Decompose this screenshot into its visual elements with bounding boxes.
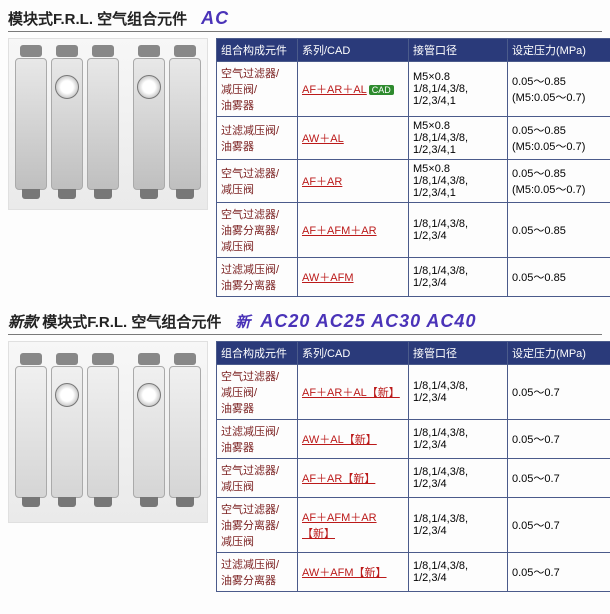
col-component: 组合构成元件 bbox=[217, 39, 298, 62]
table-header-row: 组合构成元件 系列/CAD 接管口径 设定压力(MPa) bbox=[217, 342, 610, 365]
series-link[interactable]: AF＋AR【新】 bbox=[302, 473, 375, 485]
table-row: 空气过滤器/油雾分离器/减压阀 AF＋AFM＋AR 1/8,1/4,3/8,1/2,… bbox=[217, 203, 610, 258]
cell-series: AF＋AR＋AL【新】 bbox=[298, 365, 409, 420]
series-link[interactable]: AW＋AL【新】 bbox=[302, 434, 377, 446]
table-row: 过滤减压阀/油雾器 AW＋AL M5×0.81/8,1/4,3/8,1/2,3/4,… bbox=[217, 117, 610, 160]
series-link[interactable]: AF＋AFM＋AR bbox=[302, 225, 377, 237]
section2-body: 组合构成元件 系列/CAD 接管口径 设定压力(MPa) 空气过滤器/减压阀/油… bbox=[8, 341, 602, 592]
cell-series: AW＋AL【新】 bbox=[298, 420, 409, 459]
col-series: 系列/CAD bbox=[298, 342, 409, 365]
cell-series: AF＋AR【新】 bbox=[298, 459, 409, 498]
section2-title-codes: AC20 AC25 AC30 AC40 bbox=[260, 311, 476, 332]
series-link[interactable]: AF＋AR＋AL【新】 bbox=[302, 387, 400, 399]
cell-port: 1/8,1/4,3/8,1/2,3/4 bbox=[409, 203, 508, 258]
cell-component: 过滤减压阀/油雾分离器 bbox=[217, 258, 298, 297]
cell-component: 空气过滤器/减压阀/油雾器 bbox=[217, 62, 298, 117]
section2-newmark: 新 bbox=[235, 311, 250, 332]
col-port: 接管口径 bbox=[409, 342, 508, 365]
cell-component: 过滤减压阀/油雾器 bbox=[217, 117, 298, 160]
cell-port: M5×0.81/8,1/4,3/8,1/2,3/4,1 bbox=[409, 160, 508, 203]
table-row: 空气过滤器/减压阀/油雾器 AF＋AR＋AL【新】 1/8,1/4,3/8,1/2,… bbox=[217, 365, 610, 420]
cell-port: 1/8,1/4,3/8,1/2,3/4 bbox=[409, 258, 508, 297]
cell-pressure: 0.05～0.85(M5:0.05～0.7) bbox=[508, 160, 610, 203]
col-pressure: 设定压力(MPa) bbox=[508, 39, 610, 62]
cell-series: AF＋AR bbox=[298, 160, 409, 203]
table-row: 空气过滤器/减压阀 AF＋AR M5×0.81/8,1/4,3/8,1/2,3/4,… bbox=[217, 160, 610, 203]
cell-component: 过滤减压阀/油雾分离器 bbox=[217, 553, 298, 592]
cell-pressure: 0.05～0.85(M5:0.05～0.7) bbox=[508, 117, 610, 160]
series-link[interactable]: AW＋AL bbox=[302, 133, 344, 145]
cell-port: M5×0.81/8,1/4,3/8,1/2,3/4,1 bbox=[409, 62, 508, 117]
table-row: 空气过滤器/油雾分离器/减压阀AF＋AFM＋AR【新】 1/8,1/4,3/8,1… bbox=[217, 498, 610, 553]
product-image-1 bbox=[8, 38, 208, 210]
col-component: 组合构成元件 bbox=[217, 342, 298, 365]
cell-port: 1/8,1/4,3/8,1/2,3/4 bbox=[409, 420, 508, 459]
spec-table-1: 组合构成元件 系列/CAD 接管口径 设定压力(MPa) 空气过滤器/减压阀/油… bbox=[216, 38, 610, 297]
cell-series: AF＋AFM＋AR bbox=[298, 203, 409, 258]
cell-port: 1/8,1/4,3/8,1/2,3/4 bbox=[409, 459, 508, 498]
cell-pressure: 0.05～0.85 bbox=[508, 203, 610, 258]
cell-port: 1/8,1/4,3/8,1/2,3/4 bbox=[409, 498, 508, 553]
spec-table-2: 组合构成元件 系列/CAD 接管口径 设定压力(MPa) 空气过滤器/减压阀/油… bbox=[216, 341, 610, 592]
cell-pressure: 0.05～0.85(M5:0.05～0.7) bbox=[508, 62, 610, 117]
cell-series: AW＋AL bbox=[298, 117, 409, 160]
cell-component: 空气过滤器/减压阀/油雾器 bbox=[217, 365, 298, 420]
section1-title-codes: AC bbox=[201, 8, 229, 29]
cell-pressure: 0.05～0.85 bbox=[508, 258, 610, 297]
cell-series: AW＋AFM【新】 bbox=[298, 553, 409, 592]
cell-port: 1/8,1/4,3/8,1/2,3/4 bbox=[409, 365, 508, 420]
col-series: 系列/CAD bbox=[298, 39, 409, 62]
cell-component: 空气过滤器/减压阀 bbox=[217, 459, 298, 498]
section1-body: 组合构成元件 系列/CAD 接管口径 设定压力(MPa) 空气过滤器/减压阀/油… bbox=[8, 38, 602, 297]
cell-component: 空气过滤器/油雾分离器/减压阀 bbox=[217, 203, 298, 258]
cell-series: AF＋AFM＋AR【新】 bbox=[298, 498, 409, 553]
cad-badge-icon: CAD bbox=[369, 85, 394, 95]
cell-pressure: 0.05～0.7 bbox=[508, 365, 610, 420]
series-link[interactable]: AW＋AFM bbox=[302, 272, 354, 284]
cell-pressure: 0.05～0.7 bbox=[508, 498, 610, 553]
cell-pressure: 0.05～0.7 bbox=[508, 459, 610, 498]
cell-component: 空气过滤器/油雾分离器/减压阀 bbox=[217, 498, 298, 553]
series-link[interactable]: AF＋AR＋AL bbox=[302, 84, 367, 96]
table-row: 过滤减压阀/油雾器 AW＋AL【新】 1/8,1/4,3/8,1/2,3/40.05… bbox=[217, 420, 610, 459]
cell-port: 1/8,1/4,3/8,1/2,3/4 bbox=[409, 553, 508, 592]
series-link[interactable]: AF＋AR bbox=[302, 176, 342, 188]
cell-port: M5×0.81/8,1/4,3/8,1/2,3/4,1 bbox=[409, 117, 508, 160]
cell-series: AF＋AR＋ALCAD bbox=[298, 62, 409, 117]
col-pressure: 设定压力(MPa) bbox=[508, 342, 610, 365]
cell-pressure: 0.05～0.7 bbox=[508, 553, 610, 592]
section1-title: 模块式F.R.L. 空气组合元件 AC bbox=[8, 8, 602, 32]
cell-component: 过滤减压阀/油雾器 bbox=[217, 420, 298, 459]
cell-pressure: 0.05～0.7 bbox=[508, 420, 610, 459]
section1-title-text: 模块式F.R.L. 空气组合元件 bbox=[8, 8, 187, 29]
section2-title-text: 新款 模块式F.R.L. 空气组合元件 bbox=[8, 311, 221, 332]
table-row: 过滤减压阀/油雾分离器 AW＋AFM 1/8,1/4,3/8,1/2,3/40.05… bbox=[217, 258, 610, 297]
col-port: 接管口径 bbox=[409, 39, 508, 62]
product-image-2 bbox=[8, 341, 208, 523]
cell-component: 空气过滤器/减压阀 bbox=[217, 160, 298, 203]
cell-series: AW＋AFM bbox=[298, 258, 409, 297]
table-row: 空气过滤器/减压阀/油雾器AF＋AR＋ALCADM5×0.81/8,1/4,3/… bbox=[217, 62, 610, 117]
table-row: 过滤减压阀/油雾分离器 AW＋AFM【新】 1/8,1/4,3/8,1/2,3/40… bbox=[217, 553, 610, 592]
table-header-row: 组合构成元件 系列/CAD 接管口径 设定压力(MPa) bbox=[217, 39, 610, 62]
series-link[interactable]: AW＋AFM【新】 bbox=[302, 567, 387, 579]
table-row: 空气过滤器/减压阀 AF＋AR【新】 1/8,1/4,3/8,1/2,3/40.05… bbox=[217, 459, 610, 498]
series-link[interactable]: AF＋AFM＋AR【新】 bbox=[302, 512, 377, 540]
section2-title: 新款 模块式F.R.L. 空气组合元件 新 AC20 AC25 AC30 AC4… bbox=[8, 311, 602, 335]
